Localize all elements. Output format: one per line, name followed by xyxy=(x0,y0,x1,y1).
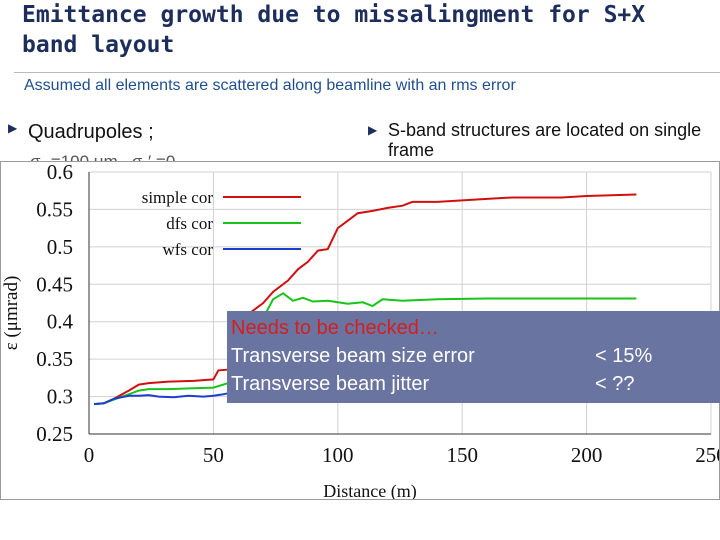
y-axis-label: ε (μmrad) xyxy=(1,276,22,351)
slide-title: Emittance growth due to missalingment fo… xyxy=(22,0,720,60)
bullet-s-band: ▶ S-band structures are located on singl… xyxy=(368,120,708,160)
title-divider xyxy=(14,72,720,73)
y-tick-label: 0.55 xyxy=(36,197,73,221)
y-tick-label: 0.35 xyxy=(36,347,73,371)
x-tick-label: 100 xyxy=(322,443,354,467)
note-heading: Needs to be checked… xyxy=(231,317,439,339)
x-tick-label: 200 xyxy=(571,443,603,467)
series-line-simple-cor xyxy=(93,193,637,406)
legend-label: simple cor xyxy=(142,188,214,207)
bullet-text: S-band structures are located on single … xyxy=(388,120,702,160)
series-line-wfs-cor xyxy=(93,388,244,406)
note-row-value: < 15% xyxy=(595,345,653,367)
legend-label: wfs cor xyxy=(162,240,213,259)
x-tick-label: 150 xyxy=(446,443,478,467)
check-note-box: Needs to be checked… Transverse beam siz… xyxy=(227,311,720,403)
note-row-label: Transverse beam jitter xyxy=(231,373,430,395)
title-line-1: Emittance growth due to missalingment fo… xyxy=(22,2,646,28)
note-row: Transverse beam size error < 15% xyxy=(231,342,720,370)
bullet-text: Quadrupoles ; xyxy=(28,121,154,143)
bullet-arrow-icon: ▶ xyxy=(368,123,378,137)
title-line-2: band layout xyxy=(22,32,175,58)
bullet-quadrupoles: ▶ Quadrupoles ; xyxy=(8,121,154,144)
note-row-value: < ?? xyxy=(595,373,635,395)
y-tick-label: 0.25 xyxy=(36,422,73,446)
x-tick-label: 250 xyxy=(695,443,719,467)
y-tick-label: 0.5 xyxy=(47,235,73,259)
note-row-label: Transverse beam size error xyxy=(231,345,475,367)
x-tick-label: 50 xyxy=(203,443,224,467)
series-line-dfs-cor xyxy=(93,292,637,406)
y-tick-label: 0.6 xyxy=(47,162,73,184)
y-tick-label: 0.4 xyxy=(47,310,74,334)
note-heading-row: Needs to be checked… xyxy=(231,314,720,342)
legend-label: dfs cor xyxy=(166,214,213,233)
note-row: Transverse beam jitter < ?? xyxy=(231,370,720,398)
x-tick-label: 0 xyxy=(84,443,95,467)
slide-subtitle: Assumed all elements are scattered along… xyxy=(24,77,516,94)
y-tick-label: 0.3 xyxy=(47,385,73,409)
bullet-arrow-icon: ▶ xyxy=(8,121,18,135)
y-tick-label: 0.45 xyxy=(36,272,73,296)
x-axis-label: Distance (m) xyxy=(323,481,416,499)
